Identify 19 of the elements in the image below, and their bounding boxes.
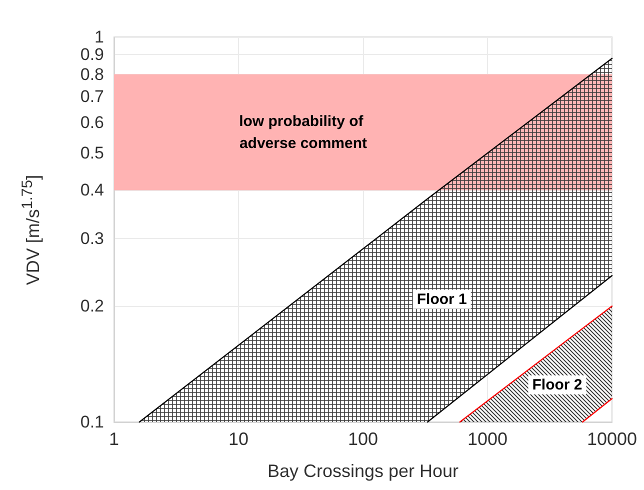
y-tick-label: 0.8 — [80, 64, 104, 84]
y-tick-label: 0.5 — [80, 143, 104, 162]
annotation: Floor 2 — [532, 376, 582, 394]
y-tick-label: 0.7 — [80, 87, 104, 106]
y-tick-label: 0.9 — [80, 45, 104, 64]
x-tick-label: 10000 — [586, 429, 638, 449]
x-tick-label: 1 — [108, 429, 120, 449]
x-axis-title: Bay Crossings per Hour — [267, 461, 459, 481]
y-tick-label: 0.6 — [80, 112, 104, 132]
annotation: Floor 1 — [416, 290, 467, 308]
x-tick-label: 1000 — [467, 429, 508, 449]
band-label: low probability of adverse comment — [239, 112, 368, 152]
x-tick-label: 100 — [348, 429, 378, 449]
y-tick-label: 0.1 — [80, 412, 104, 432]
y-tick-label: 0.4 — [80, 180, 104, 200]
x-tick-label: 10 — [228, 429, 249, 449]
y-tick-label: 0.3 — [80, 228, 104, 248]
y-tick-label: 1 — [94, 28, 104, 46]
y-tick-label: 0.2 — [80, 296, 104, 316]
